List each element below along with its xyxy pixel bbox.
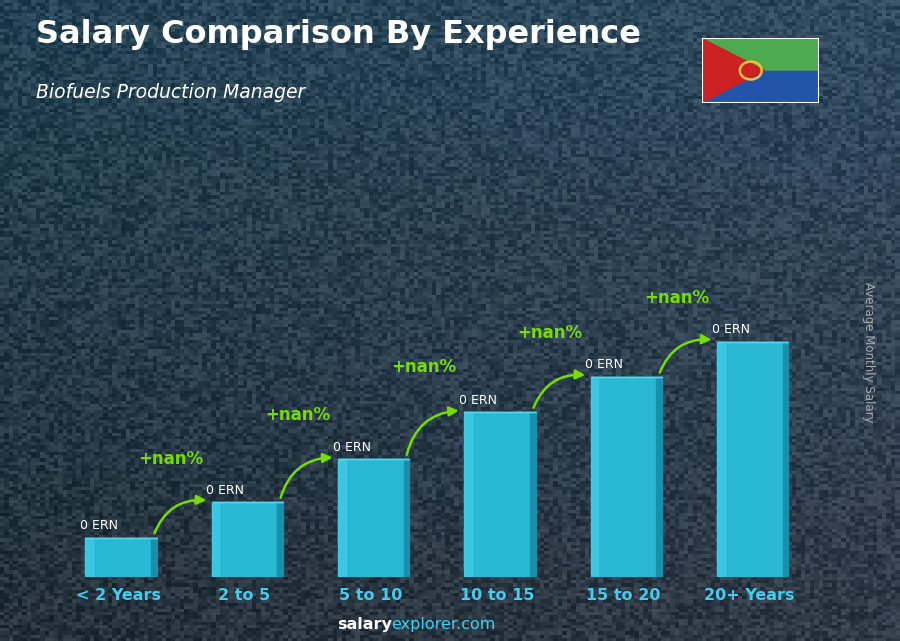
Text: +nan%: +nan% xyxy=(139,450,203,468)
Bar xyxy=(212,503,277,577)
Bar xyxy=(590,377,656,577)
Polygon shape xyxy=(151,538,157,577)
Text: +nan%: +nan% xyxy=(265,406,330,424)
Polygon shape xyxy=(702,38,764,103)
Bar xyxy=(86,538,93,577)
Polygon shape xyxy=(656,377,662,577)
Polygon shape xyxy=(782,342,788,577)
Bar xyxy=(716,342,782,577)
Bar xyxy=(338,460,346,577)
Text: 0 ERN: 0 ERN xyxy=(712,323,750,336)
Bar xyxy=(716,342,725,577)
Bar xyxy=(590,377,598,577)
Bar xyxy=(212,503,220,577)
Text: 0 ERN: 0 ERN xyxy=(585,358,624,371)
Polygon shape xyxy=(702,38,819,71)
Text: +nan%: +nan% xyxy=(392,358,456,376)
Text: 0 ERN: 0 ERN xyxy=(459,394,497,406)
Text: Average Monthly Salary: Average Monthly Salary xyxy=(862,282,875,423)
Text: 0 ERN: 0 ERN xyxy=(206,483,245,497)
Bar xyxy=(338,460,403,577)
Text: +nan%: +nan% xyxy=(518,324,582,342)
Text: +nan%: +nan% xyxy=(644,289,709,307)
Text: salary: salary xyxy=(337,617,392,633)
Bar xyxy=(464,412,473,577)
Polygon shape xyxy=(530,412,536,577)
Text: Salary Comparison By Experience: Salary Comparison By Experience xyxy=(36,19,641,50)
Bar xyxy=(86,538,151,577)
Text: Biofuels Production Manager: Biofuels Production Manager xyxy=(36,83,305,103)
Polygon shape xyxy=(277,503,284,577)
Polygon shape xyxy=(702,71,819,103)
Text: 0 ERN: 0 ERN xyxy=(80,519,118,532)
Polygon shape xyxy=(403,460,410,577)
Text: explorer.com: explorer.com xyxy=(392,617,496,633)
Bar xyxy=(464,412,530,577)
Text: 0 ERN: 0 ERN xyxy=(333,440,371,454)
